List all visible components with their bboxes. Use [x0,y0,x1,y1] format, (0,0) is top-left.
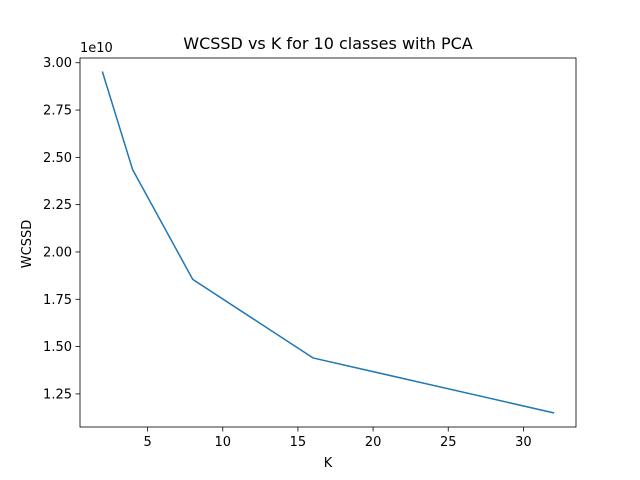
y-tick-label: 1.50 [43,340,72,355]
y-tick-label: 2.00 [43,245,72,260]
y-tick-label: 1.75 [43,293,72,308]
y-offset-label: 1e10 [80,41,113,56]
x-tick-label: 10 [215,435,232,450]
chart-title: WCSSD vs K for 10 classes with PCA [183,34,473,53]
y-axis-label: WCSSD [20,220,35,268]
series-line-0 [101,71,555,414]
x-tick-label: 5 [143,435,151,450]
x-tick-label: 20 [365,435,382,450]
y-tick-label: 2.75 [43,104,72,119]
x-tick-label: 30 [515,435,532,450]
y-tick-label: 2.50 [43,151,72,166]
y-tick-label: 1.25 [43,387,72,402]
x-tick-label: 15 [290,435,307,450]
x-tick-label: 25 [440,435,457,450]
y-tick-label: 2.25 [43,198,72,213]
plot-area: 5 10 15 20 25 30 1.25 1.50 1.75 2.00 2.25 2.50 2.75 3… [43,56,577,450]
y-tick-label: 3.00 [43,56,72,71]
x-axis-label: K [324,456,333,471]
plot-frame [79,57,577,428]
